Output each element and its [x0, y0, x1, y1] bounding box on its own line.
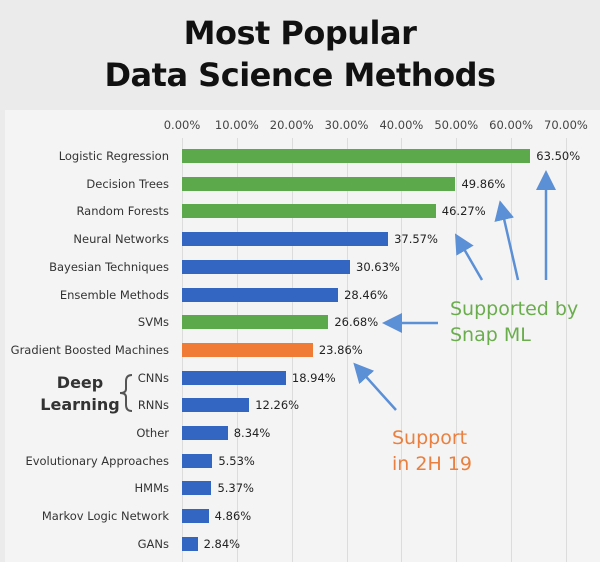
value-label: 4.86%: [214, 509, 252, 524]
x-tick-label: 40.00%: [379, 118, 424, 132]
category-label: HMMs: [134, 481, 169, 496]
value-label: 28.46%: [344, 287, 388, 302]
x-tick-label: 30.00%: [324, 118, 369, 132]
category-label: Random Forests: [76, 204, 169, 219]
bar: [182, 398, 250, 413]
value-label: 18.94%: [291, 370, 336, 385]
value-label: 30.63%: [356, 259, 400, 274]
value-label: 49.86%: [461, 176, 506, 191]
support-line-1: Support: [392, 427, 468, 449]
x-tick-label: 0.00%: [163, 118, 201, 132]
deep-learning-label: Deep Learning: [30, 372, 130, 416]
category-label: Decision Trees: [86, 176, 169, 191]
value-label: 8.34%: [233, 426, 271, 440]
category-label: Bayesian Techniques: [49, 259, 169, 274]
bar: [182, 287, 339, 302]
category-label: RNNs: [137, 398, 169, 413]
deep-learning-line-1: Deep: [56, 373, 104, 392]
value-label: 63.50%: [536, 149, 581, 163]
bar: [182, 453, 213, 468]
support-annotation: Support in 2H 19: [392, 425, 472, 477]
category-label: Evolutionary Approaches: [25, 453, 169, 468]
deep-learning-line-2: Learning: [40, 395, 120, 414]
x-tick-label: 50.00%: [434, 118, 479, 132]
value-label: 5.37%: [217, 481, 254, 496]
gridline: [565, 138, 567, 562]
x-tick-label: 60.00%: [489, 118, 534, 132]
category-label: Markov Logic Network: [41, 509, 169, 524]
gridline: [456, 138, 458, 562]
value-label: 26.68%: [334, 315, 379, 330]
support-line-2: in 2H 19: [392, 453, 472, 475]
bar: [182, 149, 531, 163]
bar: [182, 481, 212, 496]
bar: [182, 509, 209, 524]
x-tick-label: 10.00%: [214, 118, 259, 132]
category-label: GANs: [137, 536, 169, 551]
bar: [182, 232, 389, 247]
chart-title: Most Popular Data Science Methods: [0, 12, 600, 96]
bar: [182, 259, 350, 274]
title-line-2: Data Science Methods: [104, 56, 496, 94]
value-label: 37.57%: [394, 232, 438, 247]
bar: [182, 176, 456, 191]
snapml-line-2: Snap ML: [450, 324, 531, 346]
value-label: 12.26%: [255, 398, 300, 413]
value-label: 23.86%: [318, 342, 363, 357]
bar: [182, 342, 313, 357]
category-label: Logistic Regression: [58, 149, 169, 163]
category-label: Neural Networks: [73, 232, 169, 247]
category-label: SVMs: [137, 315, 169, 330]
value-label: 46.27%: [441, 204, 486, 219]
bar: [182, 204, 436, 219]
gridline: [346, 138, 348, 562]
gridline: [511, 138, 513, 562]
title-line-1: Most Popular: [183, 14, 417, 52]
value-label: 2.84%: [203, 536, 241, 551]
category-label: CNNs: [137, 370, 169, 385]
snapml-annotation: Supported by Snap ML: [450, 296, 578, 348]
x-tick-label: 70.00%: [544, 118, 588, 132]
value-label: 5.53%: [218, 453, 255, 468]
bar: [182, 315, 329, 330]
bar: [182, 536, 198, 551]
category-label: Gradient Boosted Machines: [10, 342, 169, 357]
category-label: Ensemble Methods: [59, 287, 169, 302]
brace-icon: [119, 374, 133, 412]
bar: [182, 370, 286, 385]
x-tick-label: 20.00%: [269, 118, 314, 132]
gridline: [401, 138, 403, 562]
snapml-line-1: Supported by: [450, 298, 579, 320]
category-label: Other: [136, 426, 169, 440]
bar: [182, 426, 228, 440]
